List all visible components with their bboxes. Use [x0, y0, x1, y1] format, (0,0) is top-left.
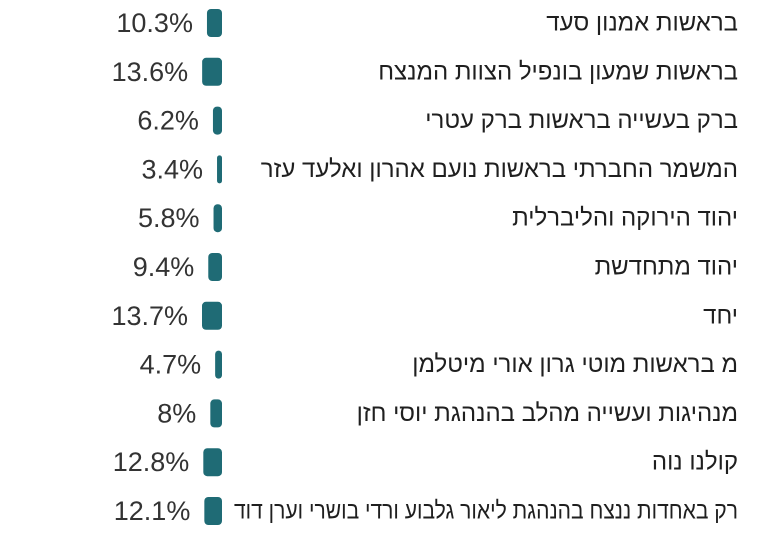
bar	[202, 301, 222, 330]
value-label: 9.4%	[133, 252, 195, 282]
chart-rows: 10.3% בראשות אמנון סעד 13.6% בראשות שמעון ב…	[111, 8, 738, 526]
category-label: יהוד הירוקה והליברלית	[512, 205, 738, 232]
value-label: 12.1%	[114, 496, 191, 526]
value-label: 12.8%	[113, 447, 190, 477]
value-label: 13.7%	[111, 301, 188, 331]
value-label: 5.8%	[138, 203, 200, 233]
category-label: ברק בעשייה בראשות ברק עטרי	[425, 107, 738, 134]
category-label: המשמר החברתי בראשות נועם אהרון ואלעד עזר	[261, 156, 738, 183]
bar	[210, 399, 222, 428]
category-label: בראשות שמעון בונפיל הצוות המנצח	[378, 58, 738, 85]
category-label: יהוד מתחדשת	[595, 254, 738, 281]
category-label: מנהיגות ועשייה מהלב בהנהגת יוסי חזן	[357, 400, 738, 427]
bar	[217, 155, 222, 184]
bar	[204, 497, 222, 525]
category-label: בראשות אמנון סעד	[546, 10, 738, 37]
category-label: מ בראשות מוטי גרון אורי מיטלמן	[412, 351, 738, 378]
bar	[202, 57, 222, 86]
value-label: 8%	[157, 398, 196, 428]
value-label: 10.3%	[116, 8, 193, 38]
bar	[203, 448, 222, 477]
bar	[208, 253, 222, 281]
value-label: 13.6%	[112, 57, 189, 87]
value-label: 3.4%	[141, 154, 203, 184]
category-label: יחד	[703, 302, 738, 329]
value-label: 4.7%	[140, 350, 202, 380]
bar	[206, 9, 222, 37]
bar	[215, 350, 222, 379]
bar	[213, 204, 222, 233]
bar	[212, 106, 222, 135]
category-label: רק באחדות ננצח בהנהגת ליאור גלבוע ורדי ב…	[234, 498, 738, 525]
category-label: קולנו נוה	[652, 449, 738, 476]
value-label: 6.2%	[137, 106, 199, 136]
